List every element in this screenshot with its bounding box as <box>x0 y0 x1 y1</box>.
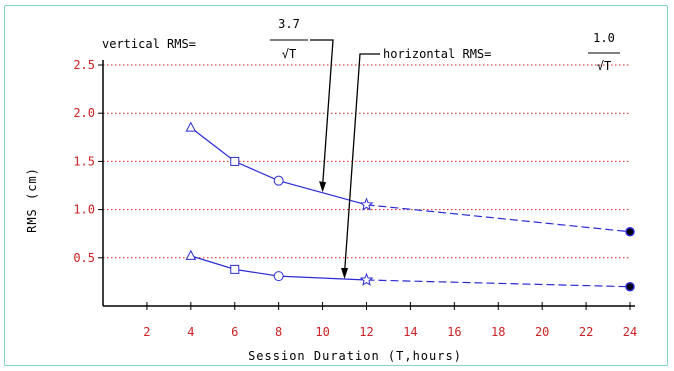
data-point <box>230 156 240 166</box>
horizontal-rms-arrow-head <box>341 268 349 280</box>
data-point <box>625 281 635 292</box>
x-tick-label: 10 <box>315 325 329 339</box>
x-tick-label: 16 <box>447 325 461 339</box>
vertical-rms-annotation-text: vertical RMS= <box>102 37 196 51</box>
y-tick-label: 2.5 <box>73 58 95 72</box>
data-point <box>185 249 197 260</box>
x-tick-label: 18 <box>491 325 505 339</box>
y-tick-label: 1.0 <box>73 203 95 217</box>
vertical-rms-numerator: 3.7 <box>278 17 300 31</box>
horizontal-rms-annotation-text: horizontal RMS= <box>383 47 491 61</box>
x-tick-label: 6 <box>231 325 238 339</box>
y-axis-title: RMS (cm) <box>25 167 39 233</box>
x-tick-label: 22 <box>579 325 593 339</box>
horizontal-series-line-dashed <box>366 279 631 288</box>
x-axis-title: Session Duration (T,hours) <box>248 349 462 363</box>
vertical-rms-denominator: √T <box>282 47 296 61</box>
y-tick-label: 2.0 <box>73 106 95 120</box>
x-tick-label: 24 <box>623 325 637 339</box>
x-tick-label: 2 <box>143 325 150 339</box>
data-point <box>359 197 374 211</box>
x-tick-label: 4 <box>187 325 194 339</box>
data-point <box>273 271 284 282</box>
horizontal-rms-numerator: 1.0 <box>593 31 615 45</box>
data-point <box>230 264 240 274</box>
y-tick-label: 1.5 <box>73 154 95 168</box>
data-point <box>273 175 284 186</box>
x-tick-label: 20 <box>535 325 549 339</box>
data-point <box>185 121 197 132</box>
vertical-rms-arrow-line <box>310 39 334 187</box>
x-tick-label: 12 <box>359 325 373 339</box>
horizontal-series-line-solid <box>190 255 367 281</box>
x-tick-label: 14 <box>403 325 417 339</box>
vertical-series-line-dashed <box>366 204 631 233</box>
chart-frame <box>4 5 668 366</box>
horizontal-rms-denominator: √T <box>597 59 611 73</box>
vertical-rms-arrow-head <box>319 181 327 193</box>
y-tick-label: 0.5 <box>73 251 95 265</box>
data-point <box>359 272 374 286</box>
x-tick-label: 8 <box>275 325 282 339</box>
vertical-series-line-solid <box>190 127 367 206</box>
data-point <box>625 227 635 237</box>
horizontal-rms-arrow-line <box>343 53 380 274</box>
